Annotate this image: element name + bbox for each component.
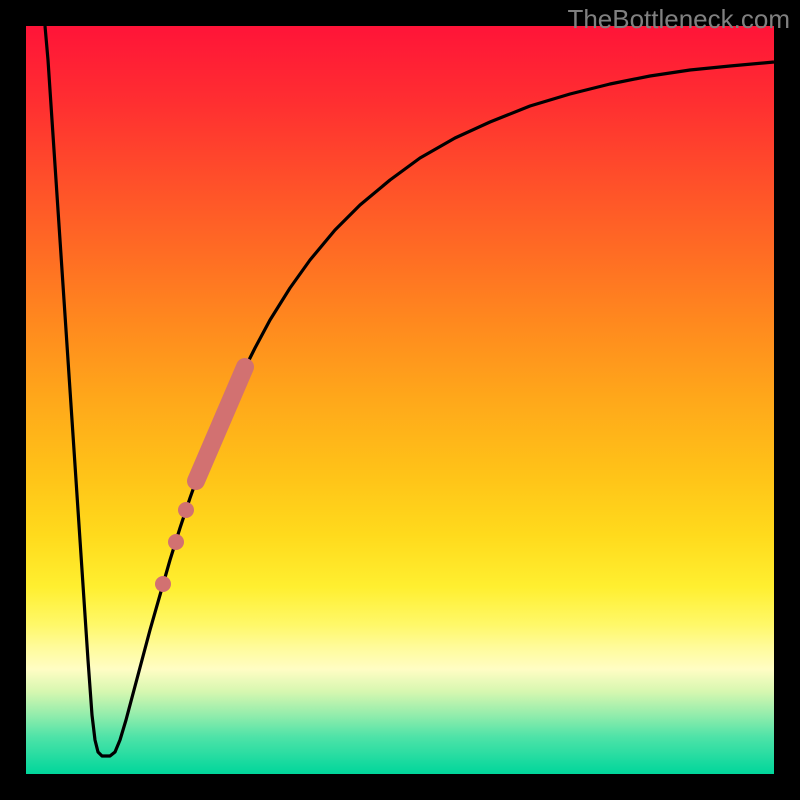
frame-left xyxy=(0,0,26,800)
highlight-dot-2 xyxy=(155,576,171,592)
frame-right xyxy=(774,0,800,800)
gradient-background xyxy=(26,26,774,774)
bottleneck-chart xyxy=(0,0,800,800)
highlight-dot-1 xyxy=(168,534,184,550)
watermark-text: TheBottleneck.com xyxy=(567,4,790,35)
chart-container: TheBottleneck.com xyxy=(0,0,800,800)
frame-bottom xyxy=(0,774,800,800)
highlight-dot-0 xyxy=(178,502,194,518)
